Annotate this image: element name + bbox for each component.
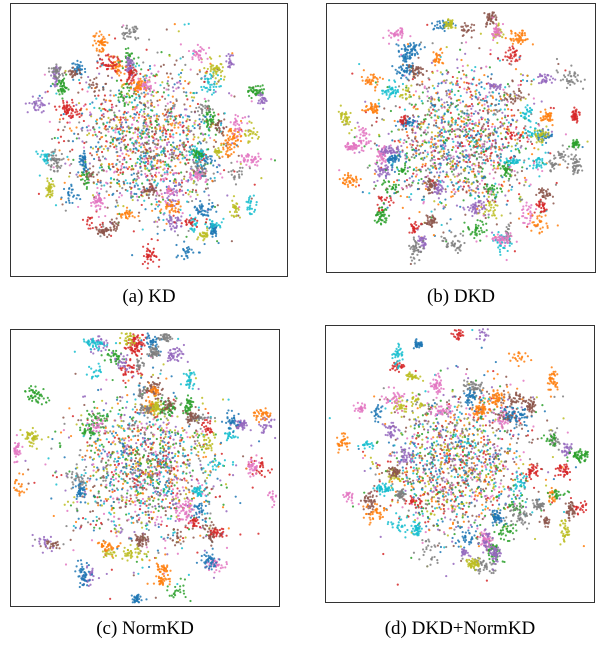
caption-dkd-normkd: (d) DKD+NormKD bbox=[384, 618, 536, 639]
tsne-plot-normkd bbox=[10, 329, 280, 607]
scatter-dkd bbox=[337, 11, 589, 266]
tsne-plot-kd bbox=[10, 3, 288, 277]
caption-dkd: (b) DKD bbox=[426, 286, 496, 307]
tsne-plot-dkd bbox=[326, 3, 596, 273]
scatter-kd bbox=[24, 22, 277, 270]
scatter-dkd-normkd bbox=[328, 328, 589, 586]
caption-kd: (a) KD bbox=[122, 286, 176, 307]
caption-normkd: (c) NormKD bbox=[96, 618, 194, 639]
tsne-plot-dkd-normkd bbox=[325, 325, 595, 603]
scatter-normkd bbox=[13, 332, 278, 604]
